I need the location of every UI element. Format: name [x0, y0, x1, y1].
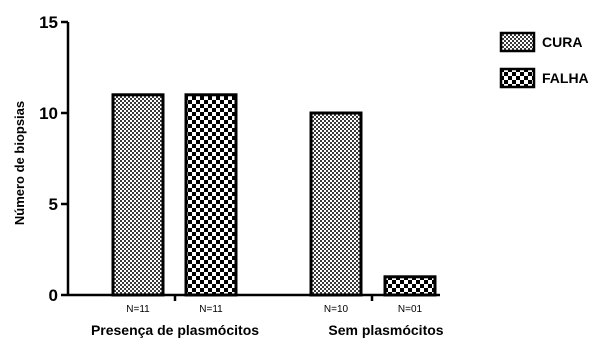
legend-swatch-falha	[499, 67, 536, 89]
legend-label-cura: CURA	[542, 34, 582, 50]
category-label: Sem plasmócitos	[328, 322, 443, 338]
n-label: N=01	[398, 304, 423, 315]
y-axis-title: Número de biopsias	[12, 101, 27, 225]
axes-layer	[66, 22, 440, 297]
n-label-layer: N=11 N=11 N=10 N=01	[126, 304, 422, 315]
y-tick-label: 0	[49, 286, 58, 305]
n-label: N=11	[199, 304, 223, 315]
category-label-layer: Presença de plasmócitos Sem plasmócitos	[91, 322, 444, 338]
bars-layer	[111, 93, 437, 297]
bar-falha-2	[383, 275, 437, 297]
bar-cura-1	[111, 93, 165, 297]
category-label: Presença de plasmócitos	[91, 322, 259, 338]
y-tick-label: 15	[39, 13, 58, 32]
legend: CURA FALHA	[499, 31, 589, 89]
y-tick-label: 5	[49, 195, 58, 214]
y-tick-label: 10	[39, 104, 58, 123]
bar-cura-2	[309, 111, 363, 297]
x-tick-layer	[173, 295, 374, 301]
bar-falha-1	[184, 93, 238, 297]
n-label: N=10	[324, 304, 349, 315]
y-tick-layer: 0 5 10 15	[39, 13, 68, 305]
legend-swatch-cura	[499, 31, 536, 53]
legend-label-falha: FALHA	[542, 70, 589, 86]
n-label: N=11	[126, 304, 150, 315]
